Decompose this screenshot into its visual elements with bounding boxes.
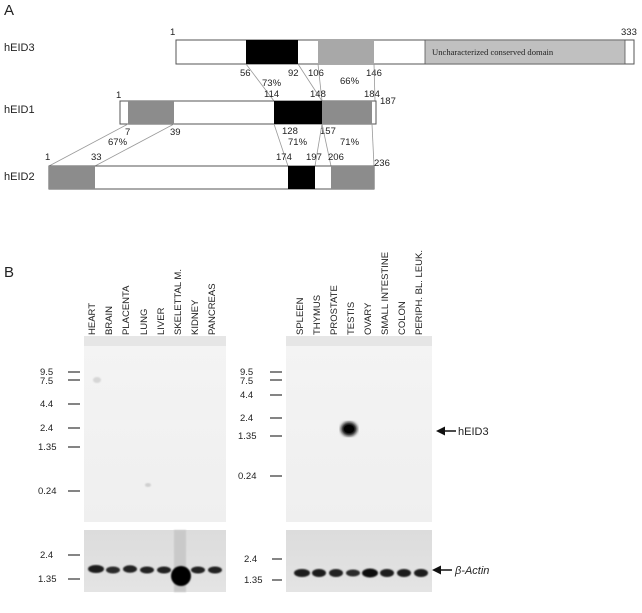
heid1-diagram: hEID1 1 187 114 148 184 7 39 128 157 67%… — [4, 89, 396, 148]
left-actin-marker-1.35: 1.35 — [38, 574, 57, 585]
left-marker-1.35: 1.35 — [38, 442, 57, 453]
right-lane-labels: SPLEEN THYMUS PROSTATE TESTIS OVARY SMAL… — [295, 250, 425, 335]
heid3-domain-label: Uncharacterized conserved domain — [432, 47, 554, 57]
lane-kidney: KIDNEY — [190, 299, 201, 335]
heid3-gray-region — [318, 40, 374, 64]
left-lane-labels: HEART BRAIN PLACENTA LUNG LIVER SKELETTA… — [87, 269, 218, 335]
actin-arrow-annotation: β-Actin — [432, 565, 489, 577]
heid1-end: 187 — [380, 96, 396, 107]
lane-small-intestine: SMALL INTESTINE — [380, 252, 391, 335]
lane-brain: BRAIN — [104, 306, 115, 335]
heid2-end: 236 — [374, 158, 390, 169]
right-marker-9.5: 9.5 — [240, 367, 253, 378]
lane-prostate: PROSTATE — [329, 285, 340, 335]
right-blot-wells — [286, 336, 432, 346]
heid1-pos-184: 184 — [364, 89, 380, 100]
heid3-name: hEID3 — [4, 42, 35, 54]
heid2-bar — [48, 165, 375, 190]
heid2-black-domain — [288, 166, 315, 189]
right-actin-marker-1.35: 1.35 — [244, 575, 263, 586]
left-marker-7.5: 7.5 — [40, 376, 53, 387]
heid3-identity-73: 73% — [262, 78, 282, 89]
left-blot-wells — [84, 336, 226, 346]
panel-a-label: A — [4, 2, 14, 19]
left-actin-blot: 2.4 1.35 — [38, 530, 226, 592]
left-actin-marker-2.4: 2.4 — [40, 550, 53, 561]
heid2-gray-region — [331, 166, 374, 189]
heid1-pos-148: 148 — [310, 89, 326, 100]
heid3-arrow-annotation: hEID3 — [436, 426, 489, 438]
lane-testis: TESTIS — [346, 302, 357, 335]
heid2-name: hEID2 — [4, 171, 35, 183]
right-blot — [286, 336, 432, 522]
heid1-pos-39: 39 — [170, 127, 181, 138]
heid2-pos-206: 206 — [328, 152, 344, 163]
right-markers: 9.5 7.5 4.4 2.4 1.35 0.24 — [238, 367, 282, 482]
right-actin-marker-2.4: 2.4 — [244, 554, 257, 565]
left-marker-9.5: 9.5 — [40, 367, 53, 378]
heid1-pos-157: 157 — [320, 126, 336, 137]
heid3-band-label: hEID3 — [458, 426, 489, 438]
lane-ovary: OVARY — [363, 302, 374, 335]
arrow-left-icon — [436, 426, 445, 436]
lane-thymus: THYMUS — [312, 295, 323, 335]
left-marker-0.24: 0.24 — [38, 486, 57, 497]
lane-skeletal-muscle: SKELETTAL M. — [173, 269, 184, 335]
heid1-identity-67: 67% — [108, 137, 128, 148]
heid1-pos-7: 7 — [125, 127, 130, 138]
heid3-start: 1 — [170, 27, 175, 38]
panel-b-label: B — [4, 264, 14, 281]
heid3-identity-66: 66% — [340, 76, 360, 87]
lane-lung: LUNG — [139, 309, 150, 335]
heid1-pos-114: 114 — [264, 89, 279, 100]
lane-periph-bl-leuk: PERIPH. BL. LEUK. — [414, 250, 425, 335]
connectors-heid1-heid2 — [48, 123, 375, 167]
heid3-pos-92: 92 — [288, 68, 299, 79]
heid2-start: 1 — [45, 152, 50, 163]
left-blot — [84, 336, 226, 522]
lane-heart: HEART — [87, 303, 98, 335]
heid1-identity-71a: 71% — [288, 137, 308, 148]
heid1-name: hEID1 — [4, 104, 35, 116]
heid1-pos-128: 128 — [282, 126, 298, 137]
lane-colon: COLON — [397, 301, 408, 335]
right-blot-membrane — [286, 336, 432, 522]
left-actin-membrane — [84, 530, 226, 592]
heid3-black-domain — [246, 40, 298, 64]
heid2-diagram: hEID2 1 33 174 197 206 236 — [4, 152, 390, 190]
heid1-black-domain — [274, 101, 322, 124]
heid3-diagram: hEID3 1 333 Uncharacterized conserved do… — [4, 27, 637, 89]
right-marker-4.4: 4.4 — [240, 390, 253, 401]
right-actin-membrane — [286, 530, 432, 592]
lane-spleen: SPLEEN — [295, 297, 306, 335]
left-marker-2.4: 2.4 — [40, 423, 53, 434]
heid2-pos-174: 174 — [276, 152, 292, 163]
lane-placenta: PLACENTA — [121, 285, 132, 335]
heid3-conserved-domain — [424, 39, 626, 65]
right-actin-blot: 2.4 1.35 — [244, 530, 432, 592]
connectors-heid3-heid1 — [245, 63, 376, 102]
heid2-nterm-region — [49, 166, 95, 189]
right-marker-1.35: 1.35 — [238, 431, 257, 442]
left-blot-membrane — [84, 336, 226, 522]
heid3-pos-106: 106 — [308, 68, 324, 79]
heid1-start: 1 — [116, 90, 121, 101]
actin-band-label: β-Actin — [454, 565, 489, 577]
heid1-nterm-region — [128, 101, 174, 124]
heid3-end: 333 — [621, 27, 637, 38]
right-marker-2.4: 2.4 — [240, 413, 253, 424]
left-marker-4.4: 4.4 — [40, 399, 53, 410]
heid2-pos-33: 33 — [91, 152, 102, 163]
right-marker-7.5: 7.5 — [240, 376, 253, 387]
lane-liver: LIVER — [156, 307, 167, 335]
lane-pancreas: PANCREAS — [207, 283, 218, 335]
right-marker-0.24: 0.24 — [238, 471, 257, 482]
heid2-pos-197: 197 — [306, 152, 322, 163]
arrow-left-icon — [432, 565, 441, 575]
heid3-pos-56: 56 — [240, 68, 251, 79]
heid1-identity-71b: 71% — [340, 137, 360, 148]
heid1-gray-region — [322, 101, 372, 124]
left-markers: 9.5 7.5 4.4 2.4 1.35 0.24 — [38, 367, 80, 497]
